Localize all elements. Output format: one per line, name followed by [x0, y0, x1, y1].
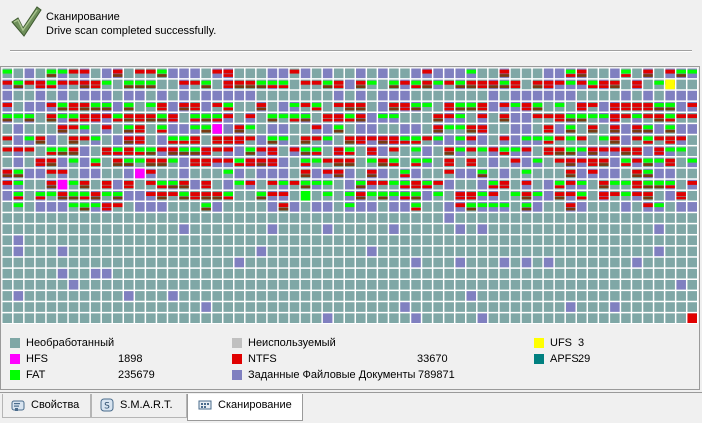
- sector-map: [2, 68, 698, 324]
- legend-label-unprocessed: Необработанный: [26, 337, 115, 349]
- scan-status: Drive scan completed successfully.: [46, 25, 217, 37]
- legend-swatch-apfs: [534, 354, 544, 364]
- sector-grid: [2, 68, 698, 324]
- scan-icon: [198, 400, 212, 410]
- legend-swatch-documents: [232, 370, 242, 380]
- legend: Необработанный Неиспользуемый UFS 3 HFS …: [0, 330, 700, 390]
- tab-scan[interactable]: Сканирование: [187, 394, 303, 421]
- legend-count-ntfs: 33670: [417, 353, 448, 365]
- legend-swatch-ntfs: [232, 354, 242, 364]
- legend-label-fat: FAT: [26, 369, 46, 381]
- legend-label-ntfs: NTFS: [248, 353, 277, 365]
- legend-label-documents: Заданные Файловые Документы: [248, 369, 416, 381]
- legend-label-unused: Неиспользуемый: [248, 337, 336, 349]
- scan-header: Сканирование Drive scan completed succes…: [0, 0, 702, 60]
- properties-icon: [11, 400, 25, 411]
- legend-swatch-unprocessed: [10, 338, 20, 348]
- svg-text:S: S: [104, 402, 110, 412]
- tab-smart[interactable]: S S.M.A.R.T.: [91, 394, 187, 418]
- legend-count-apfs: 29: [578, 353, 591, 365]
- legend-count-documents: 789871: [418, 369, 455, 381]
- tab-bar: Свойства S S.M.A.R.T. Сканирование: [0, 392, 702, 423]
- legend-label-ufs: UFS: [550, 337, 572, 349]
- legend-label-apfs: APFS: [550, 353, 579, 365]
- tab-properties[interactable]: Свойства: [2, 394, 91, 418]
- tab-smart-label: S.M.A.R.T.: [120, 399, 173, 411]
- legend-swatch-fat: [10, 370, 20, 380]
- checkmark-icon: [11, 6, 42, 37]
- tab-scan-label: Сканирование: [218, 399, 292, 411]
- header-divider: [10, 50, 692, 52]
- scan-title: Сканирование: [46, 11, 120, 23]
- legend-swatch-hfs: [10, 354, 20, 364]
- smart-icon: S: [100, 398, 114, 412]
- legend-count-fat: 235679: [118, 369, 155, 381]
- legend-label-hfs: HFS: [26, 353, 48, 365]
- legend-count-ufs: 3: [578, 337, 585, 349]
- legend-count-hfs: 1898: [118, 353, 143, 365]
- tab-properties-label: Свойства: [31, 399, 80, 411]
- legend-swatch-unused: [232, 338, 242, 348]
- legend-swatch-ufs: [534, 338, 544, 348]
